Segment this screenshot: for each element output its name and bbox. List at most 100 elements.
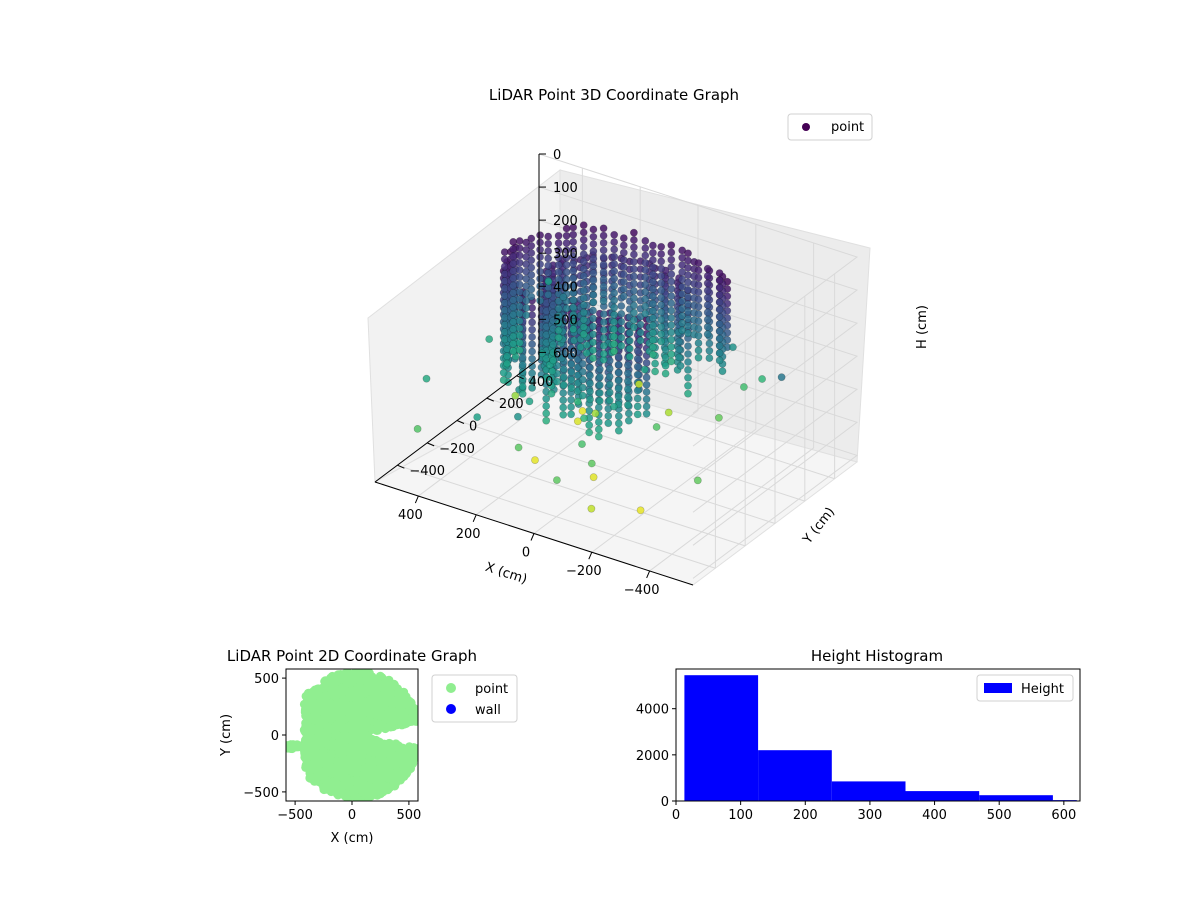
scatter-point-2d [398, 716, 408, 726]
scatter-point-3d [703, 301, 712, 309]
points-2d [286, 669, 418, 801]
scatter-point-2d [351, 750, 361, 760]
scatter-point-3d [715, 298, 724, 307]
scatter-point-3d [527, 285, 536, 294]
scatter-point-3d [562, 304, 571, 313]
scatter-point-3d [599, 310, 608, 318]
x-tick-label-3d: 200 [456, 527, 481, 542]
scatter-point-3d [542, 416, 551, 425]
scatter-point-3d [630, 243, 638, 252]
x-tick-label-hist: 100 [728, 808, 753, 823]
scatter-point-3d [594, 432, 603, 441]
scatter-point-3d [667, 299, 676, 308]
scatter-point-3d [569, 267, 578, 275]
x-tick-label-hist: 300 [858, 808, 883, 823]
scatter-point-3d [694, 273, 703, 282]
scatter-point-3d [509, 296, 518, 304]
scatter-point-3d [522, 238, 531, 247]
scatter-point-3d [619, 256, 628, 264]
z-axis-label-3d: H (cm) [915, 305, 930, 349]
scatter-point-3d [610, 303, 619, 312]
scatter-point-3d [589, 232, 598, 241]
scatter-point-3d [579, 250, 588, 259]
scatter-point-3d [678, 275, 687, 284]
scatter-point-3d [528, 376, 536, 385]
scatter-point-3d [610, 310, 619, 319]
x-tick-label-3d: −200 [566, 564, 602, 579]
x-tick-label-2d: 0 [348, 808, 356, 823]
scatter-point-3d [703, 330, 712, 339]
scatter-point-3d [586, 371, 594, 380]
scatter-point-3d [573, 417, 582, 426]
scatter-point-3d [503, 359, 511, 368]
scatter-point-3d [527, 249, 536, 257]
scatter-point-3d [619, 277, 628, 286]
scatter-point-3d [649, 343, 657, 352]
scatter-point-3d [675, 337, 683, 346]
scatter-point-3d [715, 290, 724, 299]
scatter-point-3d [610, 230, 619, 239]
scatter-point-3d [633, 346, 642, 355]
scatter-point-3d [705, 346, 714, 355]
scatter-point-3d [684, 373, 692, 382]
y-tick-label-3d: 200 [499, 397, 524, 412]
scatter-point-3d [605, 364, 614, 373]
scatter-point-3d [694, 331, 703, 340]
scatter-point-3d [554, 239, 563, 247]
scatter-point-3d [605, 372, 614, 381]
scatter-point-3d [705, 339, 714, 348]
scatter-point-3d [509, 252, 518, 261]
scatter-point-3d [522, 303, 531, 312]
scatter-point-2d [321, 766, 331, 776]
scatter-point-3d [509, 347, 518, 355]
x-tick-label-hist: 0 [672, 808, 680, 823]
scatter-point-3d [554, 333, 563, 342]
scatter-point-3d [614, 376, 623, 385]
scatter-point-3d [715, 327, 724, 336]
scatter-point-2d [338, 683, 348, 693]
histogram-bar [758, 750, 832, 801]
scatter-point-3d [617, 325, 626, 334]
scatter-point-3d [703, 286, 712, 295]
x-tick-label-2d: −500 [277, 808, 313, 823]
scatter-point-3d [599, 349, 608, 358]
scatter-point-3d [589, 283, 598, 292]
scatter-point-3d [651, 367, 659, 376]
x-tick-label-3d: −400 [624, 583, 660, 598]
scatter-point-3d [642, 402, 651, 411]
scatter-point-3d [549, 340, 557, 349]
scatter-point-3d [499, 376, 508, 384]
scatter-point-3d [554, 319, 563, 327]
scatter-point-3d [610, 267, 619, 276]
scatter-point-3d [586, 395, 594, 404]
scatter-point-3d [528, 347, 536, 356]
scatter-point-3d [630, 316, 638, 324]
scatter-point-2d [406, 756, 416, 766]
scatter-point-3d [528, 325, 536, 334]
scatter-point-2d [351, 710, 361, 720]
ticks-2d: −500 0 500 −500 0 500 [243, 672, 421, 823]
scatter-point-2d [302, 743, 312, 753]
scatter-point-3d [667, 306, 676, 315]
histogram-bar [831, 781, 906, 801]
scatter-point-3d [657, 322, 666, 331]
y-tick-label-2d: 0 [271, 729, 279, 744]
scatter-point-3d [595, 373, 604, 381]
scatter-point-3d [554, 246, 563, 255]
scatter-point-3d [595, 396, 604, 405]
x-tick-label-3d: 0 [522, 546, 530, 561]
scatter-point-3d [528, 333, 536, 341]
scatter-point-3d [642, 409, 651, 418]
x-tick-label-3d: 400 [398, 508, 423, 523]
scatter-point-2d [307, 773, 317, 783]
scatter-point-3d [635, 380, 643, 389]
y-tick-label-3d: 0 [469, 420, 477, 435]
scatter-point-3d [559, 381, 568, 389]
scatter-point-3d [589, 261, 598, 270]
scatter-point-3d [594, 418, 603, 426]
scatter-point-3d [544, 247, 553, 255]
scatter-point-3d [715, 283, 724, 292]
grid-line [456, 420, 776, 524]
scatter-point-3d [567, 352, 576, 361]
scatter-point-3d [485, 335, 494, 343]
